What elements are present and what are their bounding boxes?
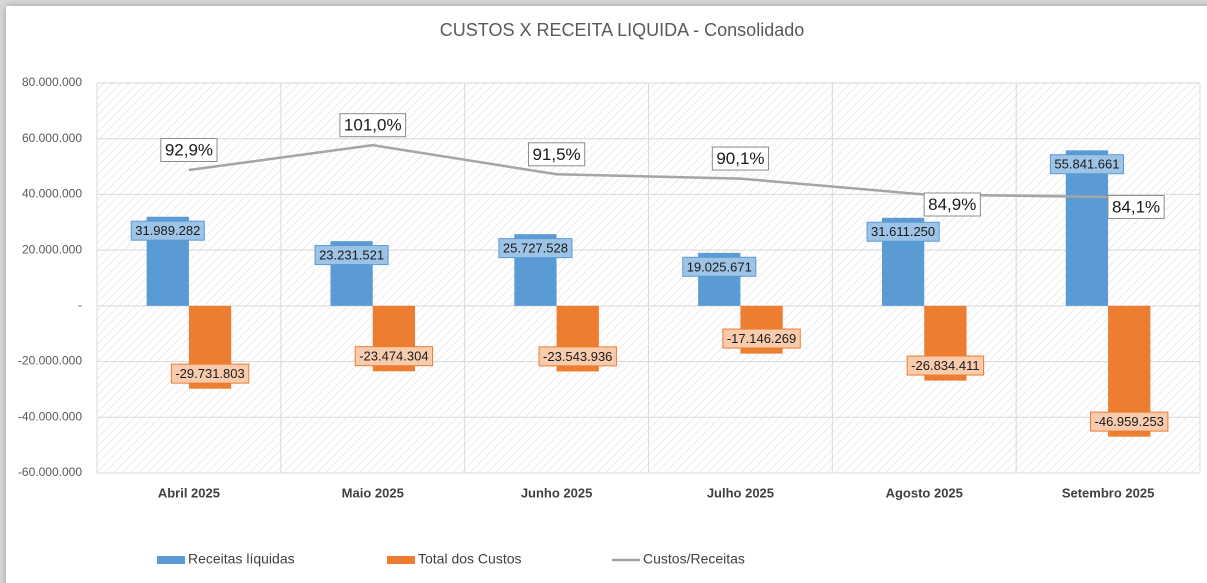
data-label-box	[130, 220, 205, 241]
data-label-box	[1090, 411, 1169, 432]
legend-swatch	[387, 556, 415, 564]
x-tick-label: Julho 2025	[707, 485, 774, 500]
data-label-box	[339, 113, 407, 138]
data-label-box	[866, 221, 940, 242]
data-label-box	[170, 363, 250, 384]
data-label: 55.841.661	[1054, 157, 1119, 172]
data-label: -17.146.269	[727, 331, 796, 346]
data-label: 90,1%	[716, 149, 764, 168]
y-tick-label: 20.000.000	[22, 242, 82, 256]
x-tick-label: Setembro 2025	[1062, 485, 1155, 500]
y-tick-label: -40.000.000	[18, 409, 82, 423]
chart-title: CUSTOS X RECEITA LIQUIDA - Consolidado	[440, 20, 804, 40]
data-label: -26.834.411	[911, 358, 979, 373]
y-tick-label: -60.000.000	[18, 465, 82, 479]
data-label-box	[1049, 154, 1124, 175]
data-label: 92,9%	[165, 140, 213, 159]
data-label: 84,9%	[928, 195, 976, 214]
y-tick-label: 80.000.000	[22, 75, 82, 89]
legend-label: Total dos Custos	[418, 551, 522, 567]
x-tick-label: Maio 2025	[342, 485, 404, 500]
data-label-box	[538, 346, 617, 367]
legend-label: Custos/Receitas	[643, 551, 745, 567]
x-tick-label: Junho 2025	[521, 485, 593, 500]
data-label-box	[923, 192, 981, 217]
data-label-box	[906, 355, 985, 376]
data-label: 23.231.521	[319, 248, 384, 263]
data-label-box	[711, 146, 770, 171]
data-label-box	[1107, 194, 1165, 219]
data-label: 101,0%	[344, 116, 402, 135]
bar	[1065, 150, 1109, 306]
data-label-box	[527, 142, 586, 167]
data-label-box	[160, 137, 218, 162]
data-label-box	[682, 256, 757, 277]
data-label: -23.474.304	[359, 349, 428, 364]
x-tick-label: Abril 2025	[158, 485, 220, 500]
data-label-box	[354, 346, 434, 367]
x-tick-label: Agosto 2025	[886, 485, 963, 500]
data-label: -46.959.253	[1095, 414, 1164, 429]
data-label-box	[498, 238, 573, 259]
y-tick-label: -	[78, 298, 82, 312]
data-label-box	[722, 328, 801, 349]
data-label: 84,1%	[1112, 197, 1160, 216]
data-label: 91,5%	[532, 145, 580, 164]
data-label: -23.543.936	[543, 349, 612, 364]
y-tick-label: 40.000.000	[22, 187, 82, 201]
data-label: 25.727.528	[503, 241, 568, 256]
data-label-box	[314, 245, 389, 266]
y-tick-label: -20.000.000	[18, 354, 82, 368]
data-label: 31.611.250	[871, 224, 935, 239]
data-label: -29.731.803	[175, 366, 244, 381]
legend-label: Receitas líquidas	[188, 551, 295, 567]
y-tick-label: 60.000.000	[22, 131, 82, 145]
data-label: 31.989.282	[135, 223, 200, 238]
legend-swatch	[157, 556, 185, 564]
data-label: 19.025.671	[687, 259, 752, 274]
legend: Receitas líquidas Total dos Custos Custos/…	[157, 551, 745, 567]
